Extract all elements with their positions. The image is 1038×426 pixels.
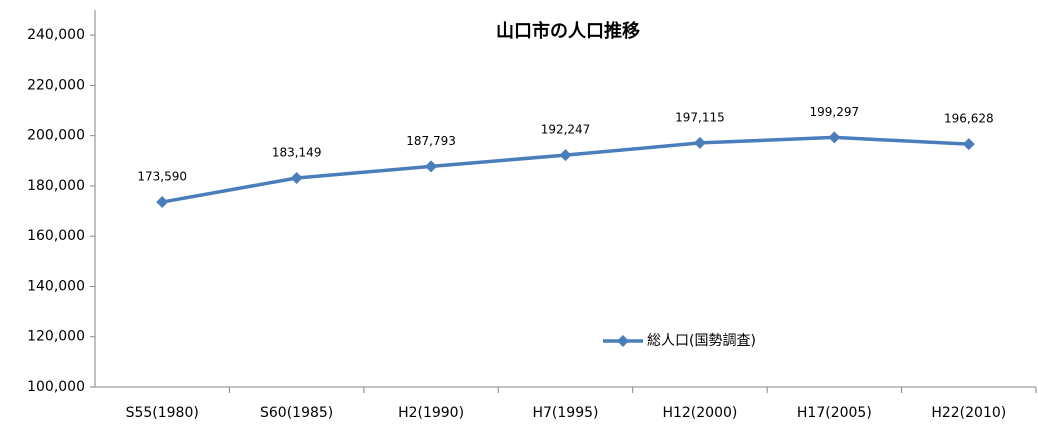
point-marker [962,138,975,151]
value-label: 183,149 [272,146,322,160]
point-marker [156,196,169,209]
legend-marker [617,335,629,347]
y-tick-label: 160,000 [27,228,85,244]
chart-title: 山口市の人口推移 [496,20,640,42]
value-label: 192,247 [541,123,591,137]
value-label: 187,793 [406,134,456,148]
y-tick-label: 220,000 [27,77,85,93]
x-tick-label: H17(2005) [797,405,872,421]
point-marker [828,131,841,144]
value-label: 196,628 [944,112,994,126]
point-marker [693,136,706,149]
point-marker [290,172,303,185]
point-marker [559,149,572,162]
x-tick-label: S60(1985) [260,405,333,421]
y-tick-label: 180,000 [27,178,85,194]
y-tick-label: 120,000 [27,329,85,345]
x-tick-label: H7(1995) [533,405,599,421]
x-tick-label: H2(1990) [398,405,464,421]
x-tick-label: H22(2010) [931,405,1006,421]
y-tick-label: 100,000 [27,379,85,395]
value-label: 173,590 [137,170,187,184]
x-tick-label: H12(2000) [662,405,737,421]
point-marker [425,160,438,173]
value-label: 197,115 [675,110,725,124]
value-label: 199,297 [810,105,860,119]
y-tick-label: 240,000 [27,27,85,43]
legend-label: 総人口(国勢調査) [647,333,756,349]
x-tick-label: S55(1980) [126,405,199,421]
y-tick-label: 140,000 [27,278,85,294]
y-tick-label: 200,000 [27,128,85,144]
